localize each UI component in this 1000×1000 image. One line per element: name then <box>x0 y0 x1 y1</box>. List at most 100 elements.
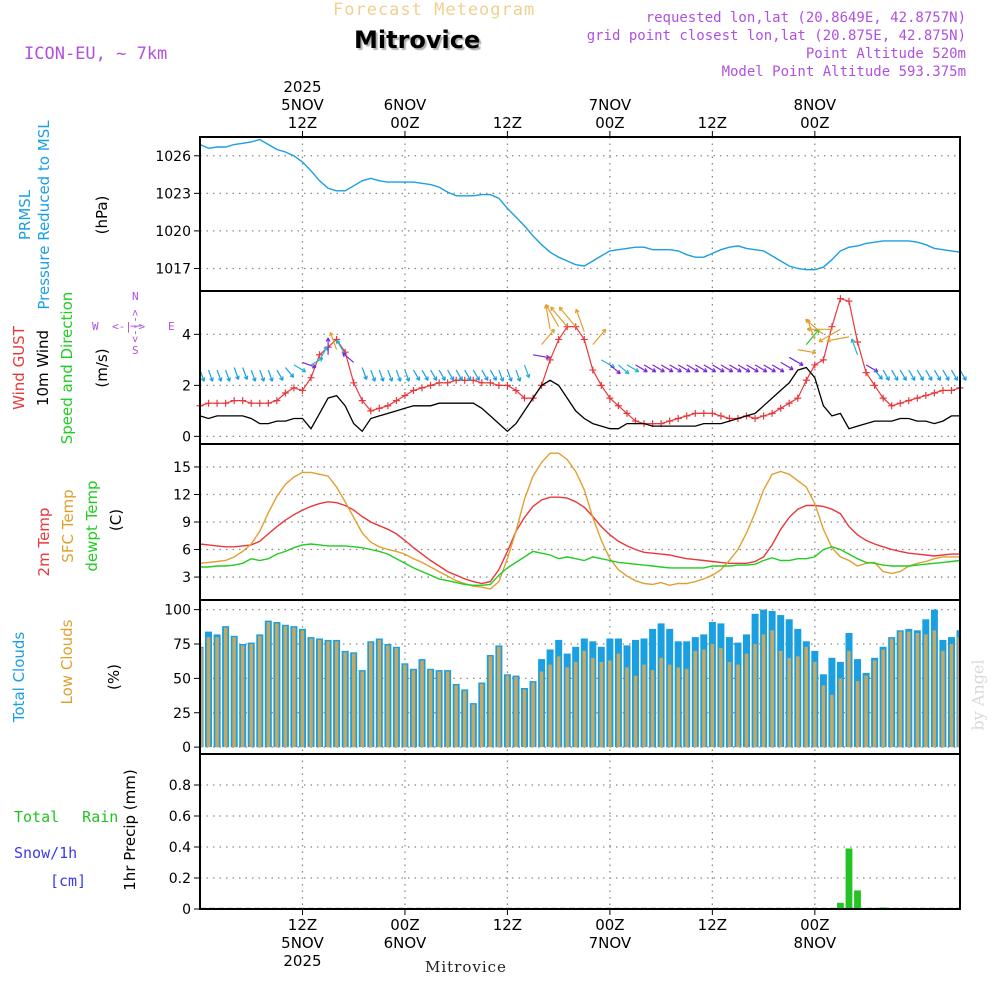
wind-arrow <box>310 357 324 366</box>
gust-marker <box>922 392 930 400</box>
y-tick-label: 75 <box>173 637 191 653</box>
wind-arrow <box>763 364 776 373</box>
gust-marker <box>435 379 443 387</box>
low-cloud-bar <box>702 649 706 748</box>
low-cloud-bar <box>369 642 373 748</box>
wind-arrow <box>908 369 916 381</box>
y-tick-label: 3 <box>182 570 191 586</box>
low-cloud-bar <box>710 644 715 748</box>
low-cloud-bar <box>907 631 911 748</box>
low-cloud-bar <box>386 645 390 748</box>
product-title: Forecast Meteogram <box>333 0 536 20</box>
low-cloud-bar <box>240 645 245 748</box>
low-cloud-bar <box>300 630 305 748</box>
gust-marker <box>913 394 921 402</box>
gust-marker <box>546 356 554 364</box>
low-cloud-bar <box>693 650 697 748</box>
top-year-label: 2025 <box>283 78 321 96</box>
compass-s: S <box>132 344 139 357</box>
gust-marker <box>683 412 691 420</box>
low-cloud-bar <box>616 653 621 748</box>
low-cloud-bar <box>676 667 680 748</box>
wind-arrow <box>574 308 585 333</box>
gust-marker <box>444 379 452 387</box>
gust-marker <box>478 379 486 387</box>
wind-arrow <box>592 328 607 345</box>
snow-label: Snow/1h <box>14 844 78 862</box>
low-cloud-bar <box>881 649 885 748</box>
bottom-hour-label: 00Z <box>390 916 419 934</box>
wind-arrow <box>729 364 742 373</box>
wind-arrow <box>259 369 266 382</box>
low-cloud-bar <box>608 660 612 748</box>
wind-arrow <box>916 369 924 381</box>
low-cloud-bar <box>317 639 322 748</box>
gust-marker <box>273 397 281 405</box>
low-cloud-bar <box>898 631 902 748</box>
precip-bars <box>200 848 960 910</box>
top-date-label: 7NOV <box>589 96 632 114</box>
gust-marker <box>375 404 383 412</box>
y-tick-label: 1026 <box>155 149 191 165</box>
wind-arrow <box>826 336 850 343</box>
gust-marker <box>896 399 904 407</box>
wind-arrow <box>515 369 522 382</box>
y-tick-label: 12 <box>173 487 191 503</box>
wind10-line <box>199 366 960 433</box>
wind-arrow <box>545 303 560 327</box>
wind-arrow <box>686 364 700 373</box>
low-cloud-bar <box>488 656 493 748</box>
y-tick-label: 0 <box>182 902 191 918</box>
gust-marker <box>580 335 588 343</box>
wind-arrow <box>242 367 249 380</box>
y-tick-label: 1023 <box>155 186 191 202</box>
low-cloud-bar <box>428 670 433 748</box>
wind-arrow <box>754 364 768 373</box>
gust-marker <box>862 369 870 377</box>
bottom-hour-label: 12Z <box>698 916 727 934</box>
wind-arrow <box>319 346 328 361</box>
wind-arrow <box>284 367 295 378</box>
gust-marker <box>760 412 768 420</box>
gust-marker <box>367 407 375 415</box>
low-cloud-bar <box>445 671 450 748</box>
bottom-date-label: 7NOV <box>589 934 632 952</box>
wind-arrow <box>635 364 648 373</box>
gust-marker <box>384 402 392 410</box>
top-hour-label: 00Z <box>390 114 419 132</box>
wind-arrow <box>541 328 555 345</box>
wind-arrow <box>276 369 284 381</box>
gust-marker <box>879 394 887 402</box>
time-axis: 20255NOV12Z12Z5NOV20256NOV00Z00Z6NOV12Z1… <box>281 78 837 970</box>
wind-arrow <box>806 326 832 332</box>
wind-arrow <box>481 369 489 381</box>
gust-marker <box>358 397 366 405</box>
precip-labels: Total Rain Snow/1h [cm] 1hr Precip (mm) <box>0 754 150 910</box>
gust-marker <box>717 412 725 420</box>
low-cloud-bar <box>454 685 458 748</box>
gust-marker <box>666 417 674 425</box>
bottom-date-label: 5NOV <box>281 934 324 952</box>
wind-arrow <box>464 369 472 381</box>
panel-frame <box>199 136 961 292</box>
wind-arrow <box>669 364 682 373</box>
low-cloud-bar <box>642 664 646 748</box>
grid-coords: grid point closest lon,lat (20.875E, 42.… <box>586 28 966 44</box>
low-cloud-bar <box>497 646 501 748</box>
low-cloud-bar <box>949 644 954 748</box>
wind-arrow <box>626 364 640 373</box>
bottom-date-label: 8NOV <box>794 934 837 952</box>
low-cloud-bar <box>719 648 723 748</box>
wind-arrow <box>225 369 231 382</box>
gust-marker <box>777 404 785 412</box>
low-cloud-bar <box>727 661 732 748</box>
low-cloud-bar <box>403 664 407 748</box>
prmsl-line <box>199 138 961 271</box>
y-tick-label: 50 <box>173 671 191 687</box>
wind-arrow <box>387 369 394 382</box>
rain-bar <box>854 890 861 909</box>
wind-arrow <box>404 369 411 382</box>
gust-marker <box>871 381 879 389</box>
low-cloud-bar <box>394 648 399 748</box>
y-tick-label: 100 <box>164 603 191 619</box>
